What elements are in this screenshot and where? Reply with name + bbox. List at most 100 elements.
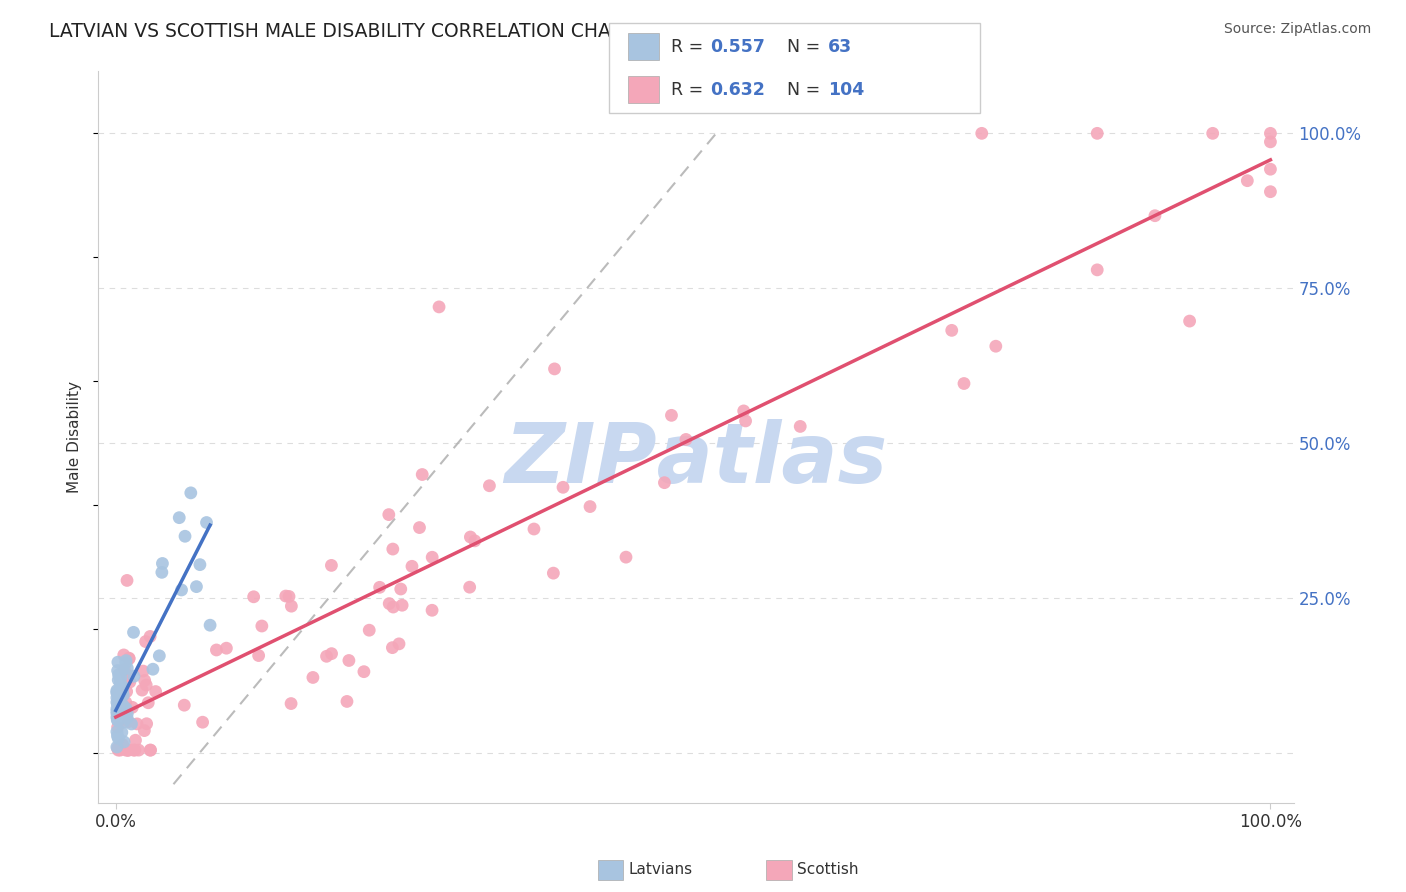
Point (111, 707, 134, 722)
Point (114, 705, 136, 719)
Point (112, 703, 135, 717)
Point (118, 652, 141, 666)
Point (460, 530, 482, 544)
Point (117, 743, 139, 757)
Point (105, 686, 128, 700)
Point (111, 681, 134, 696)
Point (280, 697, 302, 711)
Point (111, 684, 134, 698)
Point (115, 574, 138, 588)
Point (579, 500, 602, 514)
Point (107, 668, 129, 682)
Point (359, 624, 381, 638)
Point (108, 690, 131, 704)
Text: Scottish: Scottish (797, 863, 859, 877)
Point (105, 704, 128, 718)
Point (381, 542, 404, 557)
Point (105, 713, 128, 727)
Point (420, 603, 443, 617)
Point (1085, 126, 1108, 140)
Point (114, 695, 136, 709)
Point (953, 376, 976, 391)
Point (105, 690, 128, 705)
Point (117, 661, 139, 675)
Point (132, 664, 155, 678)
Point (107, 720, 129, 734)
Point (110, 671, 132, 685)
Text: ZIP​atlas: ZIP​atlas (505, 418, 887, 500)
Point (145, 684, 167, 698)
Point (675, 433, 697, 447)
Point (523, 522, 546, 536)
Point (125, 717, 148, 731)
Point (105, 706, 128, 721)
Point (408, 520, 430, 534)
Point (112, 648, 135, 662)
Point (118, 743, 141, 757)
Text: 0.557: 0.557 (710, 37, 765, 55)
Point (121, 700, 143, 714)
Point (105, 724, 128, 739)
Point (110, 706, 132, 721)
Point (427, 300, 450, 314)
Point (478, 479, 501, 493)
Point (105, 739, 128, 754)
Point (170, 582, 193, 597)
Point (131, 683, 153, 698)
Point (420, 550, 443, 565)
Point (107, 714, 129, 728)
Point (180, 486, 202, 500)
Point (110, 676, 132, 690)
Point (188, 558, 211, 572)
Point (321, 558, 343, 573)
Point (661, 409, 683, 423)
Point (1260, 185, 1282, 199)
Point (411, 467, 433, 482)
Point (115, 701, 138, 715)
Point (112, 705, 135, 719)
Point (614, 550, 637, 565)
Point (401, 559, 423, 574)
Point (112, 663, 135, 677)
Point (734, 414, 756, 428)
Point (108, 670, 131, 684)
Point (543, 362, 565, 376)
Point (191, 715, 214, 730)
Point (117, 706, 139, 721)
Point (107, 741, 129, 756)
Point (105, 702, 128, 716)
Point (112, 702, 135, 716)
Point (128, 743, 150, 757)
Point (1260, 135, 1282, 149)
Point (107, 729, 129, 743)
Point (115, 656, 138, 670)
Text: 63: 63 (828, 37, 852, 55)
Point (378, 597, 401, 611)
Point (464, 533, 486, 548)
Point (381, 640, 404, 655)
Point (198, 618, 221, 632)
Point (321, 647, 343, 661)
Point (117, 672, 139, 686)
Point (112, 663, 135, 677)
Point (1202, 126, 1225, 140)
Y-axis label: Male Disability: Male Disability (67, 381, 83, 493)
Point (134, 723, 156, 738)
Point (111, 698, 134, 713)
Point (1236, 174, 1258, 188)
Point (789, 419, 811, 434)
Point (107, 664, 129, 678)
Point (250, 619, 273, 633)
Point (118, 651, 141, 665)
Point (105, 710, 128, 724)
Point (115, 743, 138, 757)
Point (105, 695, 128, 709)
Point (135, 678, 157, 692)
Point (115, 654, 138, 668)
Point (551, 480, 574, 494)
Point (458, 580, 481, 594)
Point (315, 649, 337, 664)
Point (280, 599, 302, 614)
Point (278, 590, 301, 604)
Point (108, 743, 131, 757)
